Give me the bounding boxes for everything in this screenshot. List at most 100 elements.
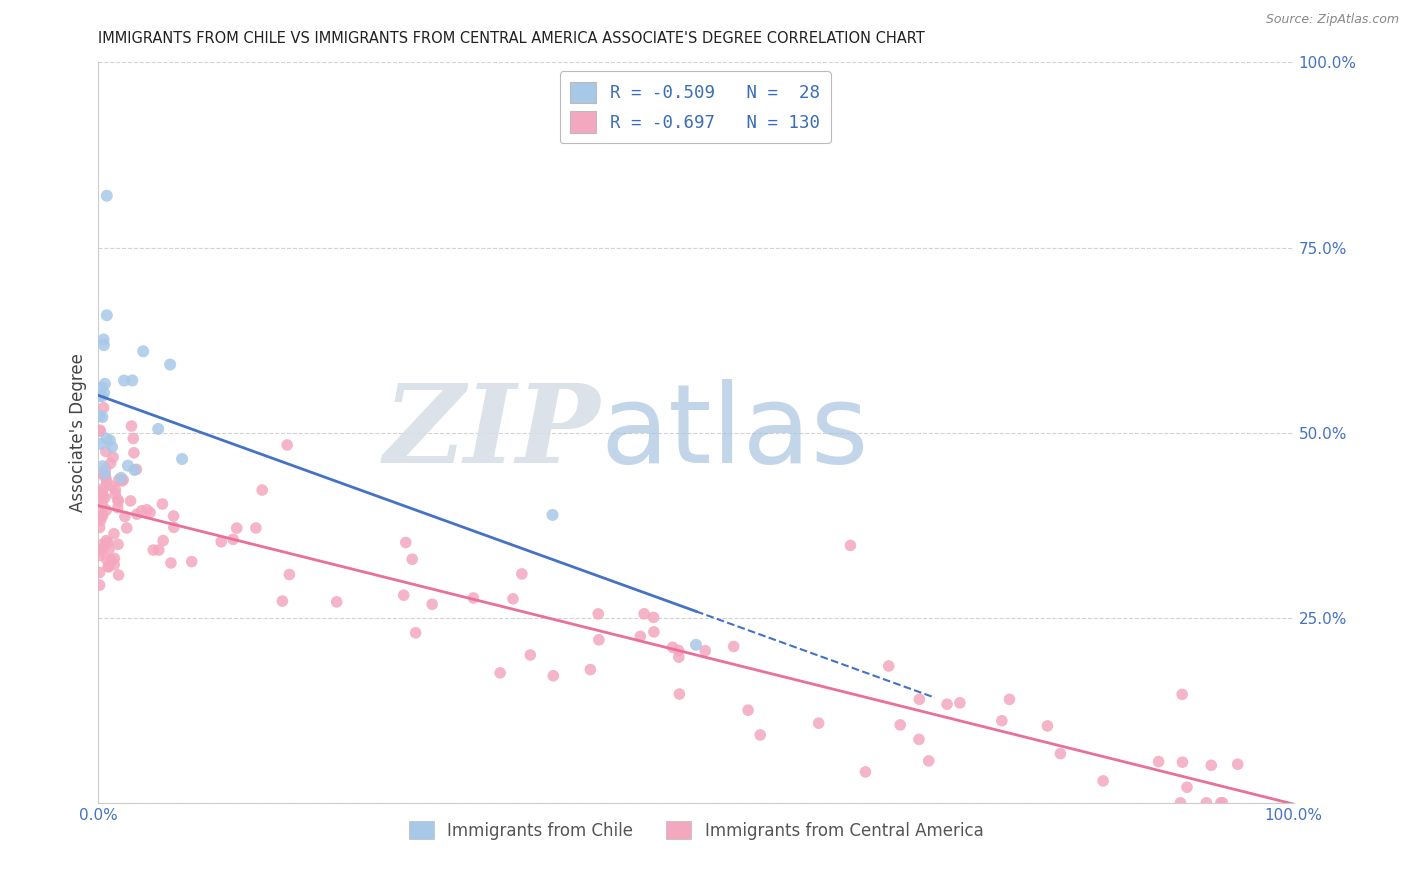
- Point: [122, 446, 145, 460]
- Point: [1147, 755, 1170, 769]
- Point: [98, 542, 121, 557]
- Point: [579, 663, 602, 677]
- Point: [949, 696, 972, 710]
- Point: [107, 568, 129, 582]
- Point: [107, 473, 129, 487]
- Point: [98, 434, 121, 448]
- Point: [101, 440, 124, 454]
- Point: [111, 474, 134, 488]
- Point: [325, 595, 347, 609]
- Point: [855, 764, 877, 779]
- Point: [148, 422, 170, 436]
- Point: [103, 558, 125, 572]
- Point: [633, 607, 655, 621]
- Point: [135, 503, 157, 517]
- Point: [89, 389, 111, 403]
- Point: [1171, 755, 1194, 769]
- Point: [908, 692, 931, 706]
- Point: [90, 467, 112, 481]
- Point: [107, 500, 129, 515]
- Point: [1209, 796, 1232, 810]
- Point: [114, 509, 136, 524]
- Point: [998, 692, 1021, 706]
- Point: [148, 543, 170, 558]
- Point: [510, 566, 533, 581]
- Point: [94, 376, 117, 391]
- Point: [839, 538, 862, 552]
- Point: [1226, 757, 1249, 772]
- Point: [132, 344, 155, 359]
- Point: [90, 491, 112, 505]
- Point: [586, 607, 609, 621]
- Point: [110, 471, 132, 485]
- Point: [1195, 796, 1218, 810]
- Point: [1171, 687, 1194, 701]
- Point: [209, 534, 232, 549]
- Legend: Immigrants from Chile, Immigrants from Central America: Immigrants from Chile, Immigrants from C…: [402, 814, 990, 847]
- Point: [104, 487, 127, 501]
- Text: ZIP: ZIP: [384, 379, 600, 486]
- Point: [162, 508, 184, 523]
- Point: [643, 610, 665, 624]
- Point: [90, 380, 112, 394]
- Point: [96, 533, 118, 548]
- Point: [160, 556, 183, 570]
- Point: [392, 588, 415, 602]
- Point: [89, 520, 111, 534]
- Point: [1036, 719, 1059, 733]
- Point: [107, 492, 129, 507]
- Point: [643, 624, 665, 639]
- Point: [94, 471, 117, 485]
- Point: [588, 632, 610, 647]
- Point: [89, 549, 111, 563]
- Point: [541, 508, 564, 522]
- Point: [96, 308, 118, 322]
- Point: [918, 754, 941, 768]
- Point: [1175, 780, 1198, 795]
- Point: [91, 507, 114, 521]
- Point: [489, 665, 512, 680]
- Point: [150, 497, 173, 511]
- Point: [89, 543, 111, 558]
- Point: [89, 578, 111, 592]
- Point: [405, 625, 427, 640]
- Point: [695, 643, 717, 657]
- Point: [94, 444, 117, 458]
- Point: [749, 728, 772, 742]
- Point: [91, 489, 114, 503]
- Point: [125, 507, 148, 521]
- Point: [112, 374, 135, 388]
- Point: [543, 669, 565, 683]
- Point: [668, 643, 690, 657]
- Point: [93, 333, 115, 347]
- Point: [94, 469, 117, 483]
- Point: [519, 648, 541, 662]
- Point: [152, 533, 174, 548]
- Point: [936, 697, 959, 711]
- Point: [163, 520, 186, 534]
- Point: [661, 640, 683, 655]
- Point: [668, 650, 690, 665]
- Point: [93, 338, 115, 352]
- Point: [107, 537, 129, 551]
- Point: [90, 437, 112, 451]
- Point: [96, 432, 118, 446]
- Point: [685, 638, 707, 652]
- Point: [124, 463, 146, 477]
- Point: [1211, 796, 1233, 810]
- Point: [278, 567, 301, 582]
- Text: atlas: atlas: [600, 379, 869, 486]
- Point: [94, 462, 117, 476]
- Point: [94, 491, 117, 505]
- Point: [120, 494, 142, 508]
- Point: [1170, 796, 1192, 810]
- Point: [101, 450, 124, 465]
- Point: [89, 566, 111, 580]
- Point: [807, 716, 830, 731]
- Point: [737, 703, 759, 717]
- Point: [89, 423, 111, 437]
- Point: [628, 629, 651, 643]
- Point: [100, 479, 122, 493]
- Point: [91, 489, 114, 503]
- Point: [222, 533, 245, 547]
